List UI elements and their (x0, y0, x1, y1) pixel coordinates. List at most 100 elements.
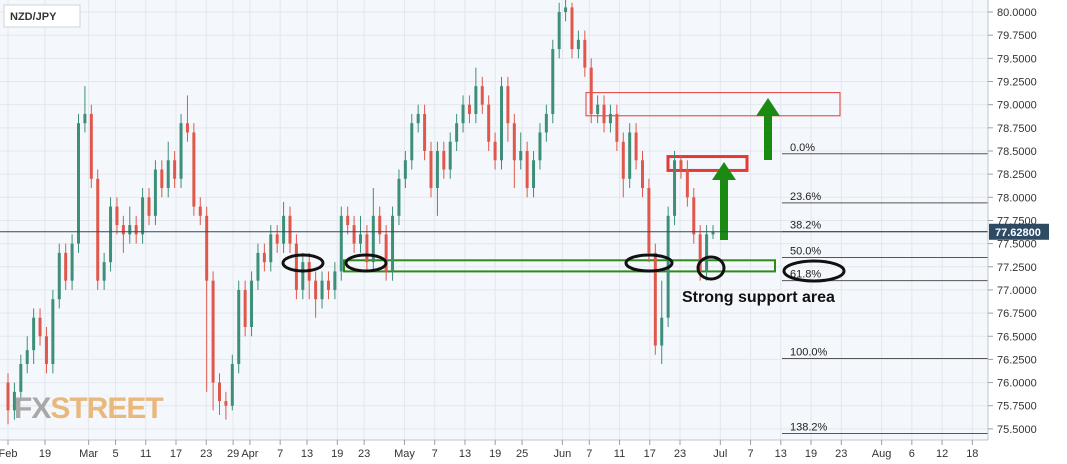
arrow-shaft (764, 114, 772, 160)
candle-body (365, 234, 369, 263)
x-tick-label: 19 (331, 448, 343, 460)
candle-body (679, 160, 683, 170)
x-tick-label: 23 (674, 448, 686, 460)
candle-body (641, 160, 644, 189)
candle-body (301, 262, 305, 290)
up-arrow-1 (712, 162, 736, 240)
x-tick-label: 25 (516, 448, 528, 460)
x-tick-label: 13 (775, 448, 787, 460)
candle-body (294, 243, 298, 290)
candle-body (211, 280, 215, 383)
y-tick-label: 77.0000 (997, 285, 1037, 297)
x-tick-label: 19 (489, 448, 501, 460)
candle-body (673, 160, 677, 216)
x-tick-label: 23 (200, 448, 212, 460)
support-circle (782, 259, 846, 283)
candle-body (435, 150, 439, 189)
x-tick-label: Apr (241, 448, 258, 460)
candle-body (423, 113, 427, 151)
resistance-zone (585, 92, 841, 117)
candle-body (326, 280, 330, 290)
x-tick-label: 13 (301, 448, 313, 460)
candle-body (525, 150, 529, 189)
candle-body (448, 141, 452, 170)
resistance-zone (666, 155, 749, 172)
candle-body (314, 280, 318, 300)
x-tick-label: May (394, 448, 415, 460)
candle-body (608, 113, 612, 124)
support-annotation: Strong support area (682, 289, 835, 306)
support-zone (343, 259, 776, 273)
candle-body (384, 234, 388, 272)
x-tick-label: 5 (112, 448, 118, 460)
candle-body (141, 197, 145, 235)
candle-body (583, 39, 587, 68)
candle-body (346, 215, 350, 226)
candle-body (198, 206, 202, 216)
candle-body (83, 113, 87, 124)
candle-body (474, 86, 478, 114)
y-tick-label: 76.5000 (997, 331, 1037, 343)
candle-body (416, 113, 420, 124)
candle-body (698, 234, 702, 272)
x-tick-label: 7 (432, 448, 438, 460)
candle-body (615, 113, 619, 142)
y-tick-label: 78.0000 (997, 192, 1037, 204)
candle-body (115, 206, 119, 226)
candle-body (500, 86, 503, 161)
candle-body (519, 150, 523, 161)
x-tick-label: 7 (747, 448, 753, 460)
x-tick-label: 19 (39, 448, 51, 460)
candle-body (442, 150, 446, 170)
y-tick-label: 76.0000 (997, 378, 1037, 390)
symbol-tag: NZD/JPY (3, 4, 81, 28)
current-price-marker: 77.62800 (0, 223, 1049, 240)
candle-body (44, 336, 48, 365)
y-tick-label: 79.7500 (997, 30, 1037, 42)
candle-body (461, 104, 465, 124)
y-tick-label: 75.5000 (997, 424, 1037, 436)
x-tick-label: Jul (713, 448, 727, 460)
x-tick-label: 23 (835, 448, 847, 460)
candle-body (275, 234, 279, 244)
candle-body (185, 123, 189, 133)
current-price-label: 77.62800 (995, 227, 1041, 239)
fxstreet-watermark: FXSTREET (14, 392, 164, 425)
candles (6, 0, 715, 425)
candle-body (89, 113, 93, 179)
x-tick-label: 13 (459, 448, 471, 460)
candle-body (570, 7, 574, 50)
y-tick-label: 76.7500 (997, 308, 1037, 320)
candle-body (96, 178, 100, 281)
candle-body (397, 178, 401, 216)
x-tick-label: 11 (614, 448, 625, 460)
candle-body (192, 132, 196, 207)
candle-body (128, 225, 132, 235)
candle-body (429, 150, 433, 189)
fibonacci-levels: 0.0% 23.6% 38.2% 50.0% 61.8% 100.0% 138.2% (782, 142, 988, 435)
candle-body (576, 39, 580, 50)
fib-label: 23.6% (790, 191, 821, 203)
candle-body (173, 160, 177, 179)
x-tick-label: 17 (644, 448, 656, 460)
fxstreet-logo: FXSTREET (14, 392, 163, 425)
arrow-shaft (720, 178, 728, 240)
x-tick-label: 29 (227, 448, 239, 460)
fib-label: 0.0% (790, 142, 815, 154)
candle-body (403, 160, 407, 179)
y-tick-label: 79.2500 (997, 77, 1037, 89)
y-tick-label: 76.2500 (997, 354, 1037, 366)
candle-body (685, 169, 689, 198)
candle-body (512, 123, 516, 161)
y-tick-label: 77.7500 (997, 215, 1037, 227)
fib-label: 100.0% (790, 346, 828, 358)
candle-body (532, 160, 536, 189)
arrow-head (712, 162, 736, 180)
candle-body (352, 225, 356, 244)
candle-body (237, 289, 241, 365)
support-circle (281, 253, 325, 273)
x-tick-label: 7 (586, 448, 592, 460)
candle-body (480, 86, 484, 105)
drawings (281, 98, 846, 283)
